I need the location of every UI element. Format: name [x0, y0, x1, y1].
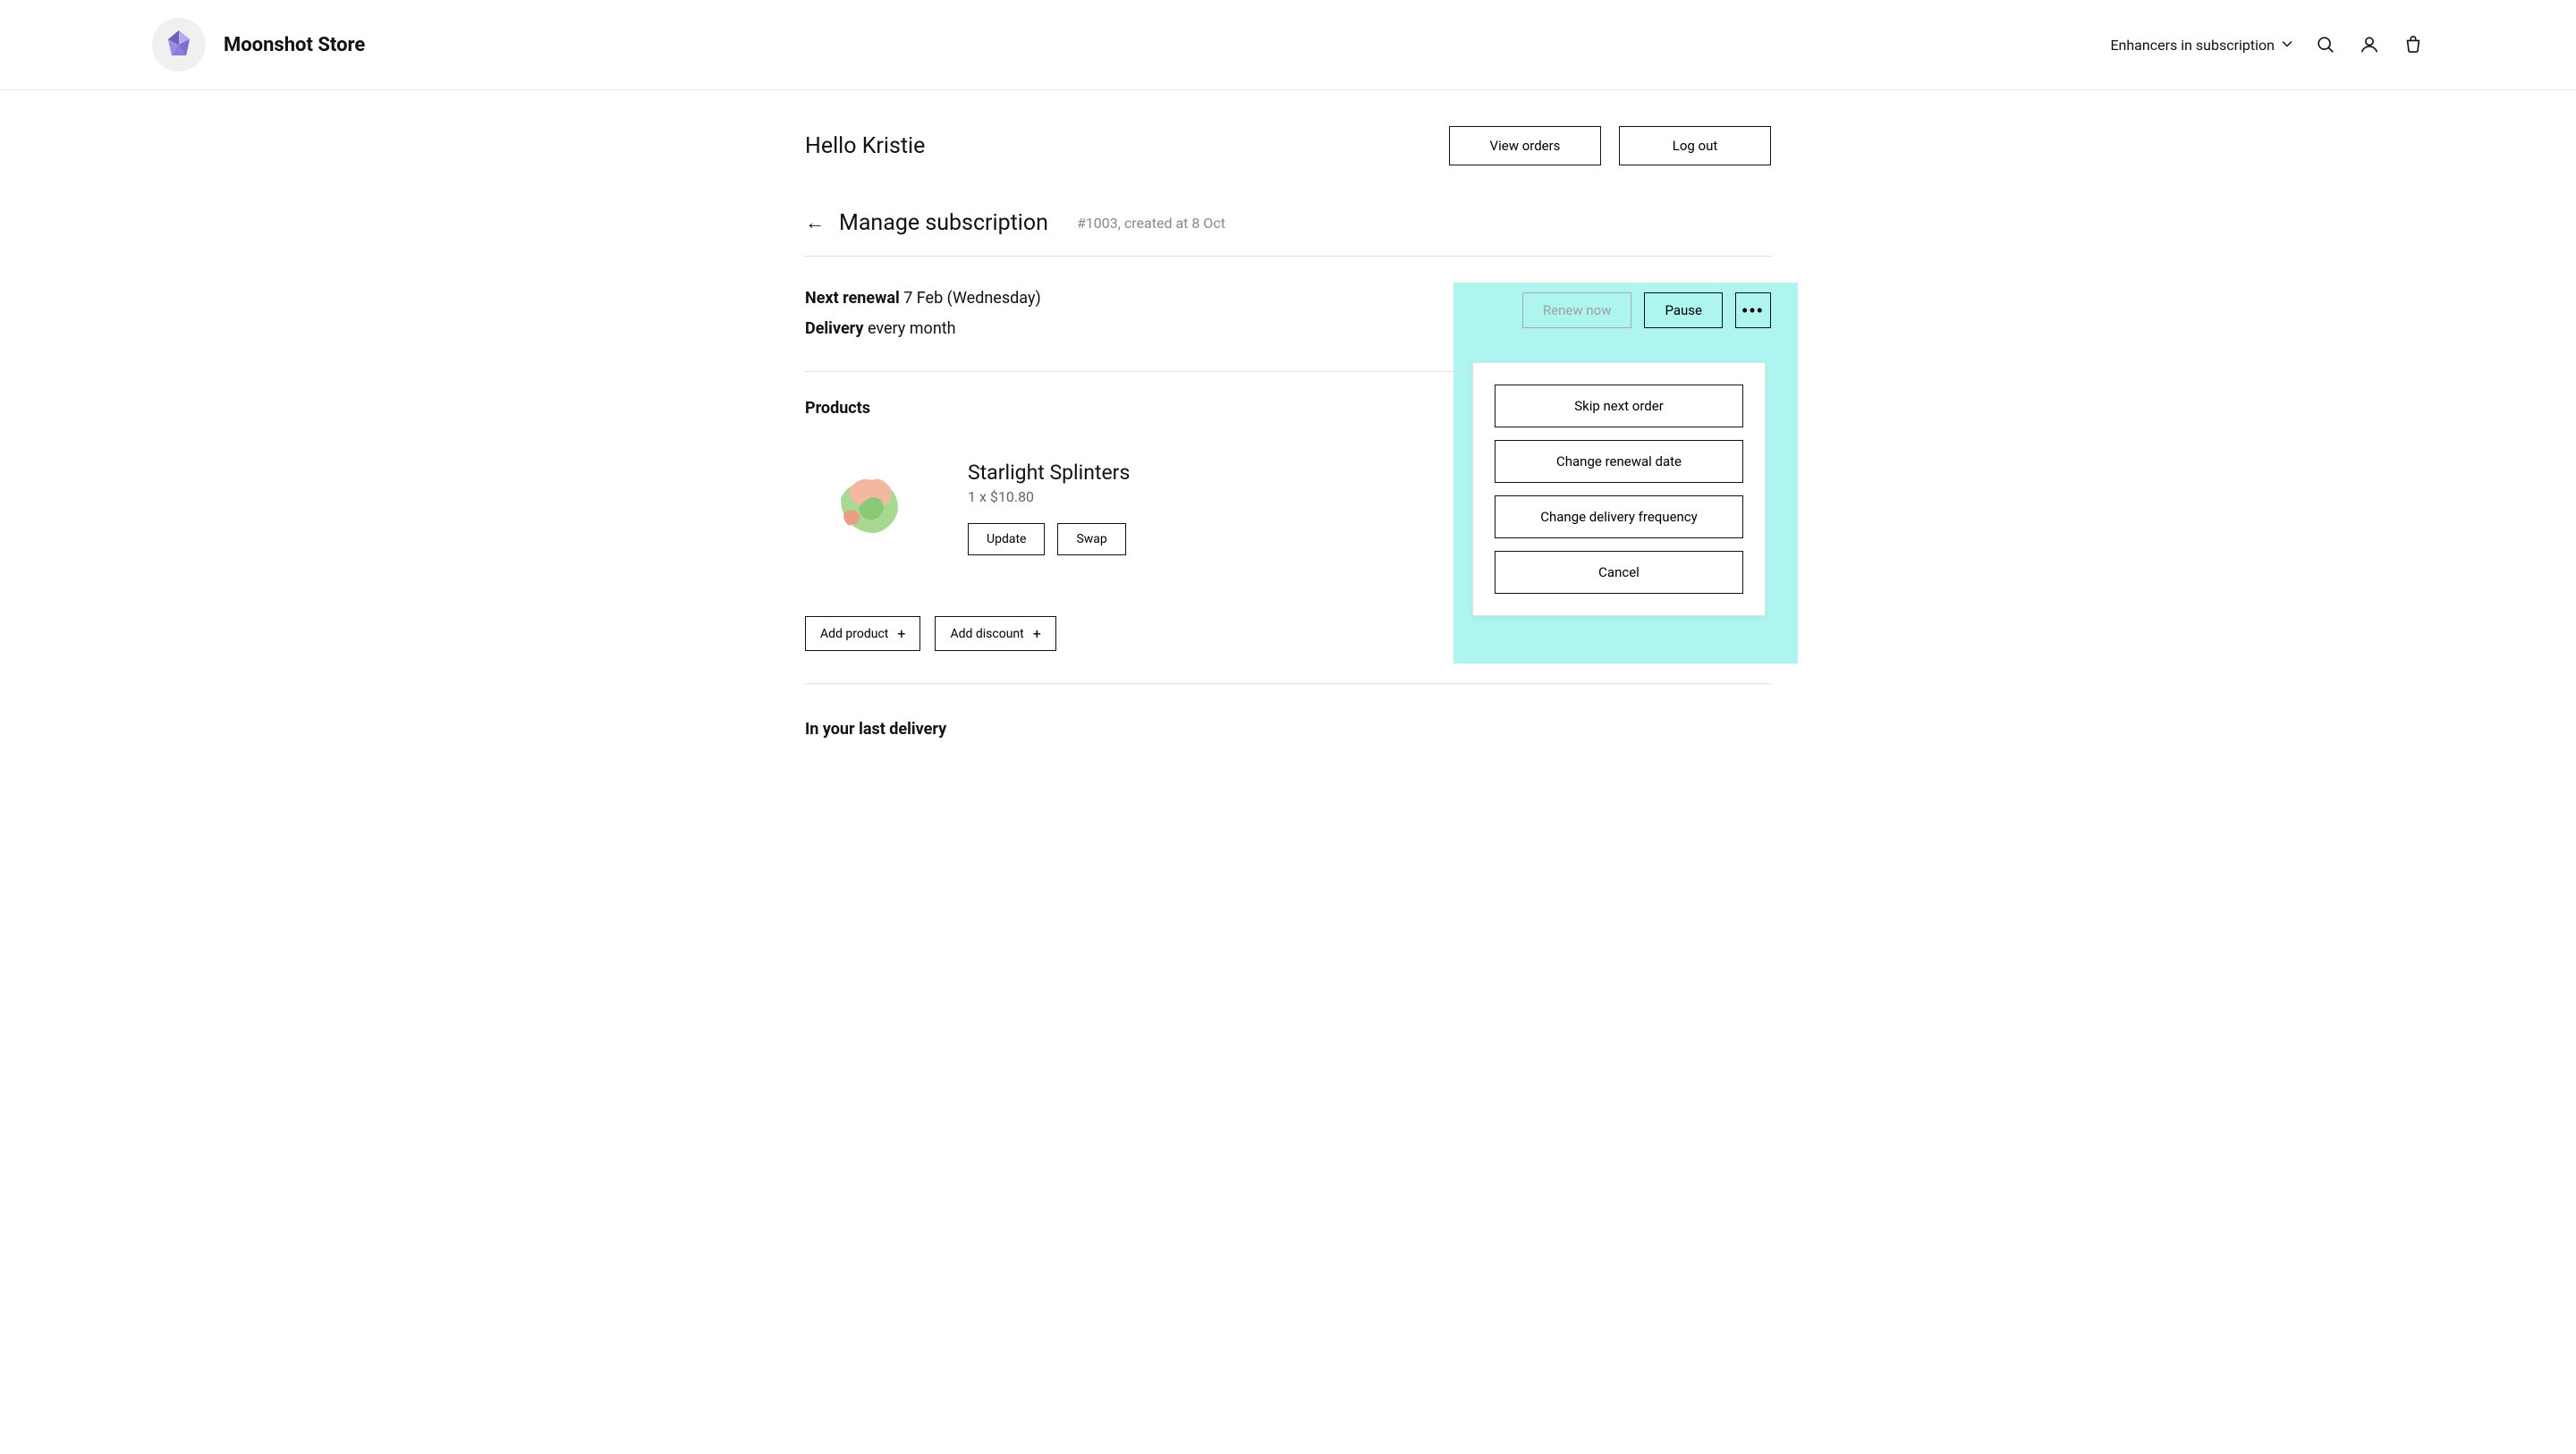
- nav-link-label: Enhancers in subscription: [2110, 37, 2275, 54]
- cancel-subscription-button[interactable]: Cancel: [1495, 551, 1743, 594]
- back-arrow[interactable]: ←: [805, 214, 825, 233]
- more-actions-button[interactable]: •••: [1735, 292, 1771, 328]
- plus-icon: +: [1033, 625, 1041, 642]
- greeting-actions: View orders Log out: [1449, 126, 1771, 165]
- main-container: Hello Kristie View orders Log out ← Mana…: [805, 90, 1771, 792]
- site-header: Moonshot Store Enhancers in subscription: [0, 0, 2576, 90]
- user-icon: [2360, 35, 2379, 55]
- nav-link-enhancers[interactable]: Enhancers in subscription: [2110, 37, 2292, 54]
- product-image[interactable]: [805, 444, 932, 571]
- add-product-button[interactable]: Add product +: [805, 616, 920, 651]
- more-icon: •••: [1742, 301, 1765, 320]
- greeting-text: Hello Kristie: [805, 133, 925, 159]
- info-actions-wrapper: Next renewal 7 Feb (Wednesday) Delivery …: [805, 283, 1771, 571]
- store-name[interactable]: Moonshot Store: [224, 34, 365, 56]
- change-renewal-date-button[interactable]: Change renewal date: [1495, 440, 1743, 483]
- splinters-icon: [805, 444, 932, 571]
- divider-bottom: [805, 683, 1771, 684]
- search-button[interactable]: [2315, 34, 2336, 55]
- header-left: Moonshot Store: [152, 18, 365, 72]
- title-row: ← Manage subscription #1003, created at …: [805, 210, 1771, 236]
- log-out-button[interactable]: Log out: [1619, 126, 1771, 165]
- more-actions-dropdown: Skip next order Change renewal date Chan…: [1472, 362, 1766, 616]
- skip-next-order-button[interactable]: Skip next order: [1495, 385, 1743, 427]
- renewal-info-text: Next renewal 7 Feb (Wednesday) Delivery …: [805, 283, 1041, 344]
- search-icon: [2316, 35, 2335, 55]
- gem-icon: [163, 29, 195, 61]
- next-renewal-label: Next renewal: [805, 289, 900, 308]
- product-name: Starlight Splinters: [968, 461, 1130, 485]
- greeting-row: Hello Kristie View orders Log out: [805, 126, 1771, 165]
- last-delivery-heading: In your last delivery: [805, 720, 1771, 739]
- renewal-info-row: Next renewal 7 Feb (Wednesday) Delivery …: [805, 283, 1771, 344]
- header-right: Enhancers in subscription: [2110, 34, 2424, 55]
- add-product-label: Add product: [820, 627, 888, 641]
- product-info: Starlight Splinters 1 x $10.80 Update Sw…: [968, 461, 1130, 555]
- plus-icon: +: [897, 625, 905, 642]
- chevron-down-icon: [2282, 40, 2292, 47]
- update-product-button[interactable]: Update: [968, 523, 1045, 555]
- account-button[interactable]: [2359, 34, 2380, 55]
- change-delivery-frequency-button[interactable]: Change delivery frequency: [1495, 495, 1743, 538]
- action-buttons: Renew now Pause •••: [1522, 283, 1771, 328]
- divider-top: [805, 256, 1771, 257]
- add-discount-button[interactable]: Add discount +: [935, 616, 1055, 651]
- swap-product-button[interactable]: Swap: [1057, 523, 1125, 555]
- page-title: Manage subscription: [839, 210, 1048, 236]
- store-logo[interactable]: [152, 18, 206, 72]
- delivery-value: every month: [868, 319, 956, 338]
- add-discount-label: Add discount: [950, 627, 1023, 641]
- product-price: 1 x $10.80: [968, 488, 1130, 505]
- renew-now-button[interactable]: Renew now: [1522, 292, 1632, 328]
- page-subtitle: #1003, created at 8 Oct: [1077, 215, 1225, 232]
- delivery-label: Delivery: [805, 319, 863, 338]
- product-actions: Update Swap: [968, 523, 1130, 555]
- next-renewal-value: 7 Feb (Wednesday): [903, 289, 1041, 308]
- cart-icon: [2403, 35, 2423, 55]
- pause-button[interactable]: Pause: [1644, 292, 1723, 328]
- cart-button[interactable]: [2402, 34, 2424, 55]
- view-orders-button[interactable]: View orders: [1449, 126, 1601, 165]
